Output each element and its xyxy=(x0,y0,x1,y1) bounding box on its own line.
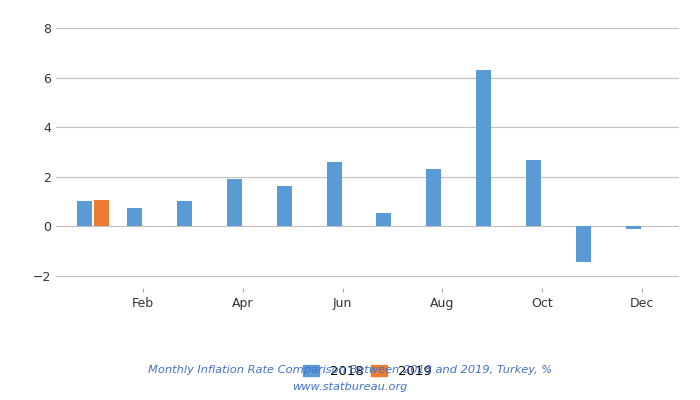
Bar xyxy=(426,169,441,226)
Bar xyxy=(576,226,591,262)
Bar xyxy=(177,201,192,226)
Bar xyxy=(626,226,641,229)
Text: www.statbureau.org: www.statbureau.org xyxy=(293,382,407,392)
Bar xyxy=(78,201,92,226)
Bar xyxy=(377,212,391,226)
Bar xyxy=(327,162,342,226)
Text: Monthly Inflation Rate Comparison Between 2018 and 2019, Turkey, %: Monthly Inflation Rate Comparison Betwee… xyxy=(148,365,552,375)
Legend: 2018, 2019: 2018, 2019 xyxy=(297,358,438,385)
Bar xyxy=(476,70,491,226)
Bar xyxy=(227,179,242,226)
Bar xyxy=(127,208,142,226)
Bar xyxy=(526,160,541,226)
Bar xyxy=(94,200,109,226)
Bar xyxy=(276,186,292,226)
